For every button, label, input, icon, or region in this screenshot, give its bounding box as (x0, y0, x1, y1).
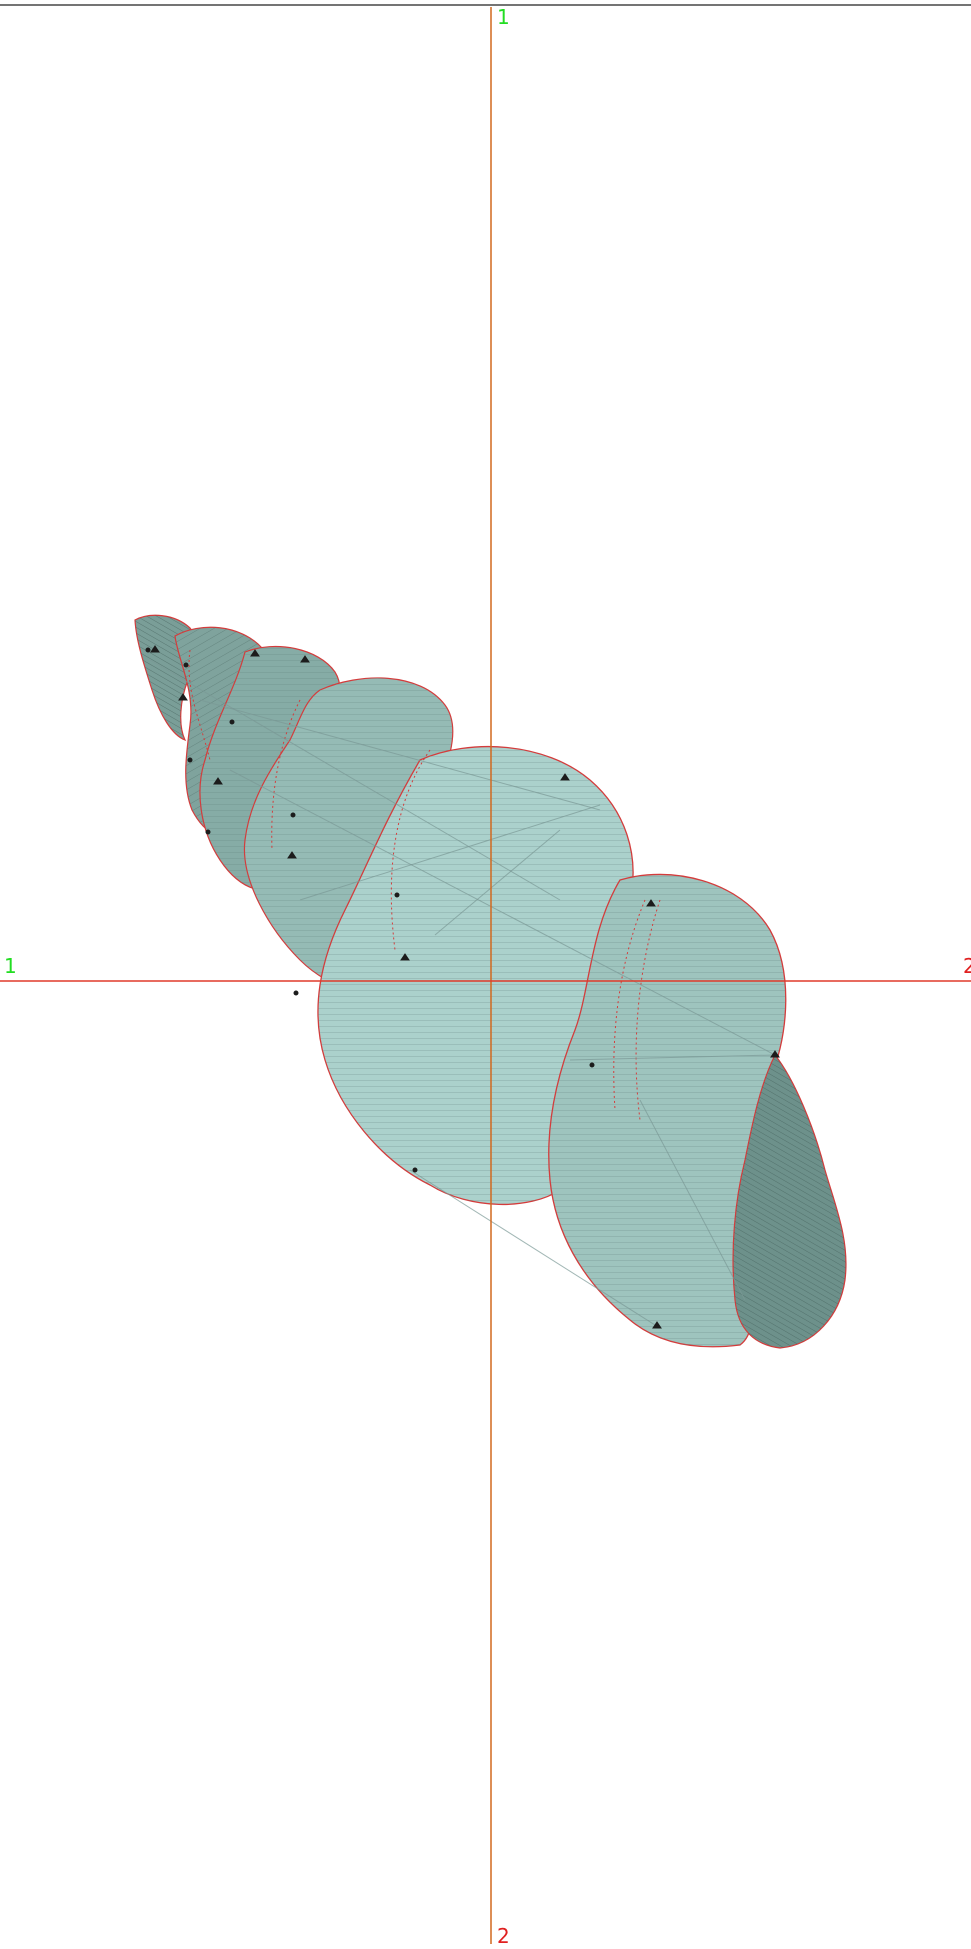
suture-curve-4 (613, 899, 646, 1111)
suture-curve-2 (271, 699, 301, 851)
construction-lines (149, 659, 776, 1326)
suture-curve-1 (188, 649, 211, 761)
axis-label-top: 1 (497, 5, 510, 29)
axis-label-bottom: 2 (497, 1924, 510, 1948)
axis-label-left: 1 (4, 954, 17, 978)
shell-model-icon[interactable] (134, 614, 847, 1349)
axis-label-right: 2 (963, 954, 971, 978)
suture-curve-3 (390, 749, 431, 951)
vertex-marker-icon[interactable] (145, 645, 780, 1329)
